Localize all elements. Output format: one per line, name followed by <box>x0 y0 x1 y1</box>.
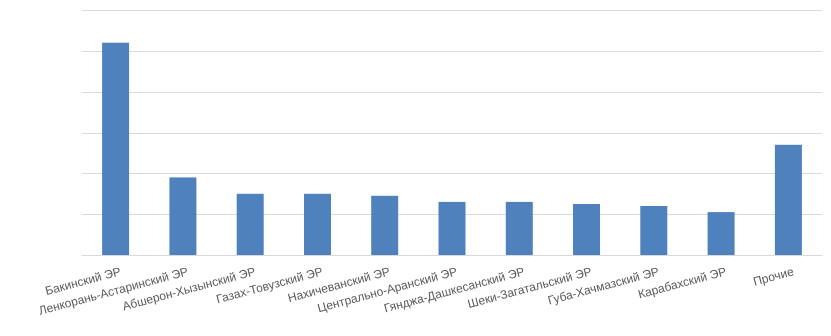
bars <box>102 42 802 256</box>
bar-6 <box>438 201 466 255</box>
category-label-11: Прочие <box>752 264 796 288</box>
bar-8 <box>573 204 600 255</box>
bar-5 <box>371 195 399 255</box>
bar-1 <box>102 42 130 256</box>
gridlines <box>82 10 822 215</box>
bar-2 <box>169 177 197 255</box>
bar-7 <box>505 201 533 255</box>
bar-11 <box>774 144 802 256</box>
bar-9 <box>640 206 668 255</box>
bar-4 <box>304 193 331 256</box>
bar-3 <box>236 193 264 256</box>
bar-10 <box>707 212 735 255</box>
